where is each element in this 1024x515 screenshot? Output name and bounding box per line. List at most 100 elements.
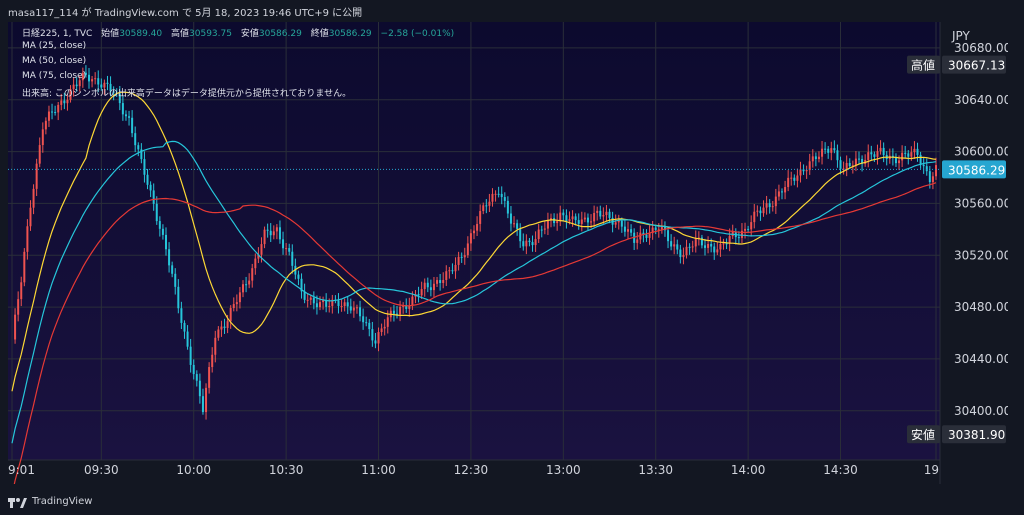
candle-body (238, 292, 241, 303)
candle-body (901, 152, 904, 161)
candle-body (580, 219, 583, 224)
candle-body (602, 215, 605, 217)
price-axis[interactable]: 30680.00 30640.00 30600.00 30560.00 30520.00… (954, 41, 1008, 418)
last-price-value: 30586.29 (948, 163, 1005, 177)
candle-body (657, 229, 660, 231)
candle-body (143, 159, 146, 175)
candle-body (180, 308, 183, 323)
price-chart[interactable]: 30680.00 30640.00 30600.00 30560.00 30520.00… (8, 22, 1008, 484)
candle-body (882, 147, 885, 155)
candle-body (473, 230, 475, 234)
candle-body (192, 364, 195, 375)
candle-body (337, 300, 340, 306)
candle-body (762, 207, 765, 214)
candle-body (854, 158, 857, 166)
candle-body (269, 230, 272, 236)
candle-body (497, 193, 500, 195)
high-tag-value-box (942, 55, 1006, 74)
candle-body (556, 221, 559, 224)
candle-body (503, 197, 506, 201)
candle-body (673, 244, 676, 247)
chart-panel[interactable]: 30680.00 30640.00 30600.00 30560.00 30520.00… (8, 22, 1008, 484)
candle-body (328, 306, 331, 308)
candle-body (599, 210, 602, 217)
candle-body (420, 289, 423, 296)
candle-body (571, 216, 574, 220)
candle-body (91, 79, 94, 82)
legend-low-value: 30586.29 (258, 29, 302, 39)
candle-body (377, 332, 380, 344)
candle-body (839, 160, 842, 169)
candle-body (577, 220, 580, 224)
candle-body (47, 111, 50, 121)
candle-body (753, 211, 756, 223)
candle-body (35, 163, 38, 189)
candle-body (747, 228, 750, 230)
legend-ma25[interactable]: MA (25, close) (22, 41, 87, 51)
candle-body (676, 244, 679, 250)
candle-body (876, 151, 879, 157)
candle-body (759, 210, 762, 214)
candle-body (574, 216, 577, 221)
legend-low-label: 安値 (240, 29, 259, 39)
candle-body (232, 304, 235, 309)
candle-body (851, 165, 854, 167)
tradingview-logo-text: TradingView (32, 496, 93, 507)
candle-body (44, 120, 47, 130)
candle-body (614, 222, 617, 225)
candle-body (725, 243, 728, 245)
candle-body (118, 93, 121, 104)
candle-body (910, 152, 913, 157)
candle-body (242, 284, 244, 293)
candle-body (513, 223, 516, 225)
time-axis[interactable]: 9:01 09:30 10:00 10:30 11:00 12:30 13:00 13:30 1… (8, 463, 939, 477)
candle-body (38, 145, 41, 164)
candle-body (771, 206, 774, 208)
legend-ma50[interactable]: MA (50, close) (22, 56, 87, 66)
candle-body (411, 296, 414, 306)
last-price-tag (942, 160, 1006, 179)
legend-high-value: 30593.75 (189, 29, 232, 39)
candle-body (848, 162, 851, 167)
candle-body (830, 148, 833, 153)
candle-body (522, 241, 525, 247)
candle-body (694, 238, 697, 247)
candle-body (257, 254, 260, 259)
candle-body (109, 83, 112, 92)
candle-body (777, 191, 780, 197)
candle-body (596, 210, 599, 213)
candle-body (879, 147, 882, 152)
candle-body (112, 91, 115, 93)
candle-body (476, 223, 479, 231)
time-tick-label: 10:00 (176, 463, 211, 477)
candle-body (805, 170, 808, 172)
candle-body (423, 282, 426, 290)
candle-body (245, 284, 248, 286)
candle-body (54, 111, 57, 113)
price-tags: 30586.29 高値 30667.13 安値 30381.90 (8, 55, 1006, 444)
candle-body (417, 294, 420, 296)
candle-body (88, 74, 90, 82)
candle-body (642, 232, 645, 235)
candle-body (781, 191, 783, 193)
time-tick-label: 19 (924, 463, 939, 477)
candle-body (106, 82, 109, 84)
ma25-line (11, 91, 937, 392)
price-tick-label: 30640.00 (954, 93, 1008, 107)
candle-body (821, 148, 824, 157)
candle-body (14, 314, 17, 340)
high-tag-label-box (907, 55, 940, 74)
candle-body (620, 220, 623, 227)
candle-body (583, 217, 586, 220)
candle-body (688, 246, 691, 248)
legend-ma75[interactable]: MA (75, close) (22, 71, 87, 81)
candle-body (861, 158, 864, 164)
candle-body (72, 84, 75, 90)
candle-body (103, 82, 106, 88)
candle-body (128, 116, 131, 118)
candle-body (651, 227, 654, 234)
candle-body (220, 326, 223, 330)
moving-averages (11, 91, 937, 484)
candle-body (590, 221, 593, 223)
candle-body (189, 346, 192, 365)
